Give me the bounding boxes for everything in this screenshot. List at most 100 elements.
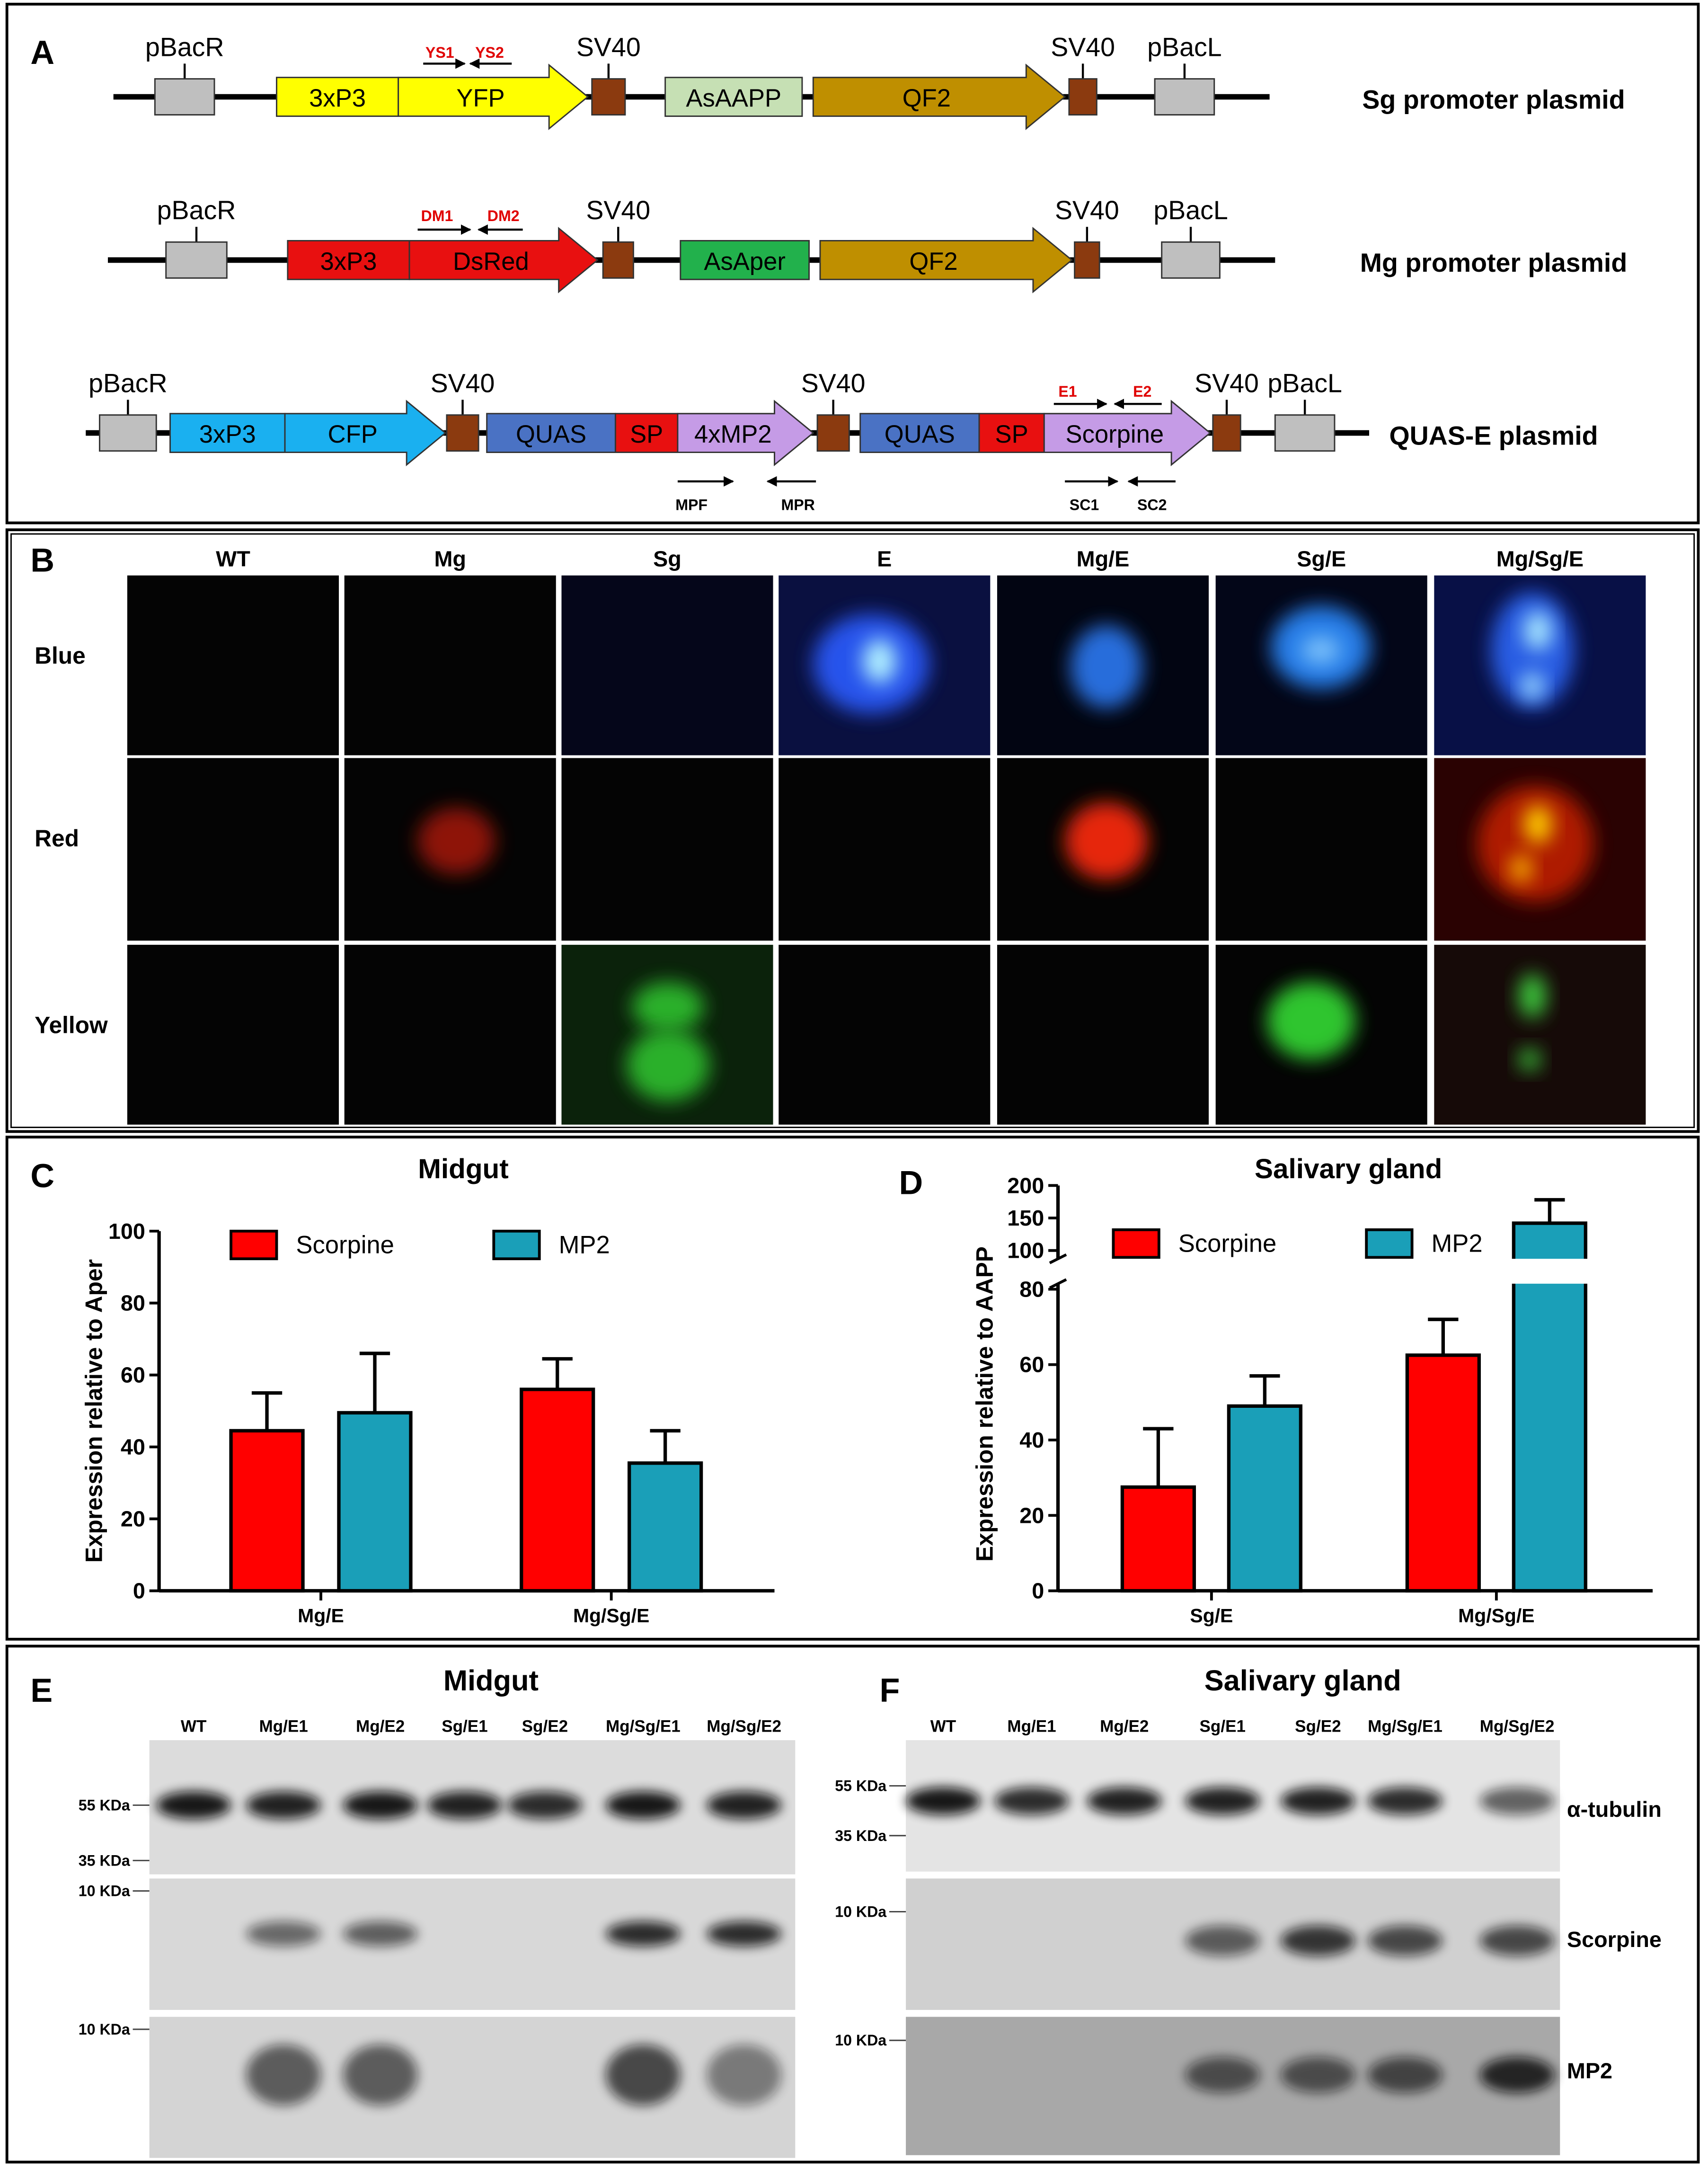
lane-label: Mg/Sg/E1 [1368,1717,1443,1735]
panel-a-frame [5,2,1700,524]
sv40-box [1074,241,1100,279]
bar [520,1387,595,1593]
pbac-box [98,414,157,452]
fluorescence-signal [1521,672,1544,700]
element-label: SV40 [801,368,866,398]
panel-label: D [899,1164,923,1201]
y-tick-label: 60 [121,1363,145,1387]
panel-b-frame [5,528,1700,1133]
blot-band [605,1921,681,1947]
fluorescence-image [1215,758,1427,941]
gene-arrow [408,227,599,293]
y-tick-label: 80 [121,1291,145,1316]
protein-label: Scorpine [1567,1927,1662,1952]
element-label: SV40 [576,32,641,62]
fluorescence-image [127,575,339,756]
blot-band [994,1787,1069,1815]
blot-title: Midgut [443,1664,539,1697]
fluorescence-signal [1518,1049,1541,1071]
plasmid-name: QUAS-E plasmid [1389,421,1598,450]
marker-label: 55 KDa [79,1796,131,1813]
lane-label: Mg/Sg/E2 [1480,1717,1555,1735]
blot-band [707,2045,782,2106]
fluorescence-signal [632,982,704,1032]
y-tick-label: 0 [1032,1579,1044,1603]
blot-band [1368,1925,1443,1956]
element-label: DsRed [453,248,529,276]
plasmid-name: Sg promoter plasmid [1362,85,1625,114]
lane-label: WT [930,1717,956,1735]
primer-label: YS2 [475,44,504,61]
blot-band [1087,1787,1162,1815]
y-tick-label: 60 [1019,1352,1044,1377]
gene-arrow [819,227,1073,293]
fluorescence-signal [1070,625,1142,709]
sv40-box [591,78,626,116]
fluorescence-image [997,944,1209,1125]
sv40-box [816,414,850,452]
lane-label: Sg/E1 [442,1717,487,1735]
y-tick-label: 20 [121,1507,145,1531]
element-label: SV40 [1195,368,1259,398]
lane-label: Sg/E1 [1200,1717,1246,1735]
element-label: pBacL [1267,368,1342,398]
fluorescence-image [344,575,556,756]
element-label: AsAAPP [686,84,781,112]
element-label: CFP [328,420,378,448]
y-tick-label: 0 [133,1579,145,1603]
bar [1227,1404,1303,1593]
x-tick-label: Mg/Sg/E [573,1605,649,1627]
gene-box [486,413,616,453]
fluorescence-image [127,944,339,1125]
sv40-box [1068,78,1097,116]
element-label: AsAper [704,248,785,276]
y-tick-label: 80 [1019,1277,1044,1301]
gene-box [169,413,286,453]
element-label: SV40 [1055,196,1119,225]
gene-box [276,77,399,117]
blot-strip [149,2017,796,2158]
y-tick-label: 150 [1007,1206,1044,1230]
fluorescence-signal [1491,592,1574,709]
blot-band [343,1791,418,1819]
blot-band [1280,2057,1355,2093]
legend-swatch [1112,1228,1160,1259]
primer-label: SC2 [1137,497,1167,514]
column-header: WT [216,547,250,571]
blot-band [605,1791,681,1819]
fluorescence-image [1434,944,1646,1125]
bar [229,1429,305,1593]
element-label: 4xMP2 [694,420,772,448]
gene-box [680,240,810,280]
marker-label: 10 KDa [835,2032,887,2049]
lane-label: Mg/E2 [356,1717,405,1735]
legend-label: Scorpine [296,1231,394,1259]
pbac-box [1274,414,1336,452]
legend-label: MP2 [1432,1230,1483,1258]
element-label: Scorpine [1066,420,1164,448]
legend-swatch [1365,1228,1414,1259]
element-label: 3xP3 [320,248,377,276]
fluorescence-signal [1477,785,1593,902]
fluorescence-image [561,758,773,941]
primer-label: DM2 [487,207,520,224]
gene-box [664,77,803,117]
element-label: SP [630,420,663,448]
row-label: Red [35,825,79,852]
y-tick-label: 20 [1019,1503,1044,1528]
primer-label: E1 [1058,383,1077,400]
y-axis-label: Expression relative to Aper [81,1259,107,1563]
element-label: SV40 [1051,32,1115,62]
panel-cd-frame [5,1136,1700,1641]
legend-swatch [492,1229,541,1261]
blot-band [343,2045,418,2106]
gene-arrow [812,63,1066,130]
fluorescence-image [344,944,556,1125]
x-tick-label: Sg/E [1190,1605,1233,1627]
blot-band [507,1791,583,1819]
blot-band [605,2045,681,2106]
blot-band [707,1791,782,1819]
sv40-box [1212,414,1241,452]
marker-label: 55 KDa [835,1778,887,1795]
